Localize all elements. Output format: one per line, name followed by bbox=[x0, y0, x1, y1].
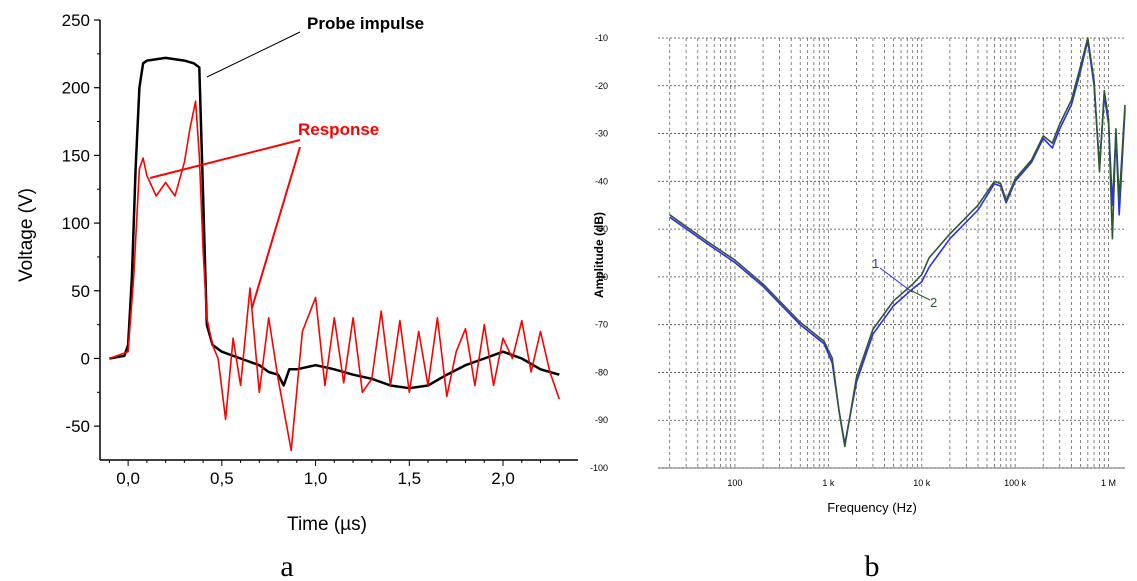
chart-b-y-tick-label: -40 bbox=[595, 176, 608, 186]
chart-a-x-tick-label: 0,0 bbox=[116, 469, 140, 488]
chart-a-y-axis-title: Voltage (V) bbox=[16, 188, 37, 282]
chart-a-y-tick-label: -50 bbox=[65, 417, 90, 436]
chart-a: -50 0 50 100 150 200 250 0,0 0,5 1,0 1,5 2,0 Probe … bbox=[16, 11, 578, 581]
chart-a-series bbox=[109, 56, 561, 452]
chart-b-x-axis-title: Frequency (Hz) bbox=[827, 500, 917, 515]
chart-a-x-tick-label: 1,0 bbox=[304, 469, 328, 488]
series-2-leader bbox=[909, 289, 931, 301]
chart-b-series-line-2 bbox=[669, 37, 1126, 448]
chart-b-y-tick-label: -50 bbox=[595, 224, 608, 234]
caption-a: a bbox=[280, 550, 293, 581]
chart-b-x-tick-label: 10 k bbox=[913, 478, 931, 488]
chart-a-y-tick-label: 100 bbox=[62, 214, 90, 233]
chart-b-series bbox=[669, 37, 1126, 448]
chart-a-series-line-2 bbox=[109, 100, 561, 452]
chart-a-x-tick-label: 2,0 bbox=[491, 469, 515, 488]
caption-b: b bbox=[865, 550, 880, 581]
chart-a-x-tick-label: 0,5 bbox=[210, 469, 234, 488]
chart-b-y-axis-title: Amplitude (dB) bbox=[592, 212, 606, 298]
chart-b-y-tick-label: -80 bbox=[595, 367, 608, 377]
chart-b-y-tick-label: -100 bbox=[590, 463, 608, 473]
chart-b-ticks: -10 -20 -30 -40 -50 -60 -70 -80 -90 -100 100 1 k 10 … bbox=[590, 33, 1116, 488]
chart-b-y-tick-label: -60 bbox=[595, 272, 608, 282]
chart-b-grid bbox=[658, 37, 1125, 469]
chart-a-ticks: -50 0 50 100 150 200 250 0,0 0,5 1,0 1,5 2,0 bbox=[62, 11, 560, 488]
chart-b-y-tick-label: -30 bbox=[595, 129, 608, 139]
probe-leader-line bbox=[206, 31, 301, 78]
chart-a-y-tick-label: 200 bbox=[62, 79, 90, 98]
chart-a-y-tick-label: 150 bbox=[62, 146, 90, 165]
chart-b-x-tick-label: 100 k bbox=[1004, 478, 1027, 488]
chart-b-y-tick-label: -70 bbox=[595, 320, 608, 330]
chart-a-x-tick-label: 1,5 bbox=[397, 469, 421, 488]
chart-b: -10 -20 -30 -40 -50 -60 -70 -80 -90 -100 100 1 k 10 … bbox=[590, 33, 1126, 581]
chart-a-y-tick-label: 50 bbox=[71, 282, 90, 301]
chart-a-y-tick-label: 0 bbox=[81, 349, 90, 368]
response-leader-line-2 bbox=[251, 146, 301, 309]
chart-b-annotations: 1 2 bbox=[872, 256, 937, 310]
chart-a-annotations: Probe impulse Response bbox=[149, 14, 424, 309]
chart-b-y-tick-label: -20 bbox=[595, 81, 608, 91]
chart-b-x-tick-label: 1 k bbox=[822, 478, 835, 488]
probe-impulse-label: Probe impulse bbox=[307, 14, 424, 33]
chart-a-axes bbox=[99, 20, 578, 461]
chart-b-series-line-1 bbox=[669, 39, 1126, 445]
chart-b-x-tick-label: 1 M bbox=[1101, 478, 1116, 488]
response-leader-line-1 bbox=[149, 139, 301, 179]
chart-b-x-tick-label: 100 bbox=[727, 478, 742, 488]
chart-b-y-tick-label: -90 bbox=[595, 415, 608, 425]
chart-b-y-tick-label: -10 bbox=[595, 33, 608, 43]
series-2-label: 2 bbox=[930, 295, 937, 310]
series-1-leader bbox=[879, 267, 913, 293]
chart-a-y-tick-label: 250 bbox=[62, 11, 90, 30]
series-1-label: 1 bbox=[872, 256, 879, 271]
response-label: Response bbox=[298, 120, 379, 139]
chart-a-x-axis-title: Time (µs) bbox=[287, 514, 367, 535]
chart-a-series-line-1 bbox=[109, 56, 560, 390]
